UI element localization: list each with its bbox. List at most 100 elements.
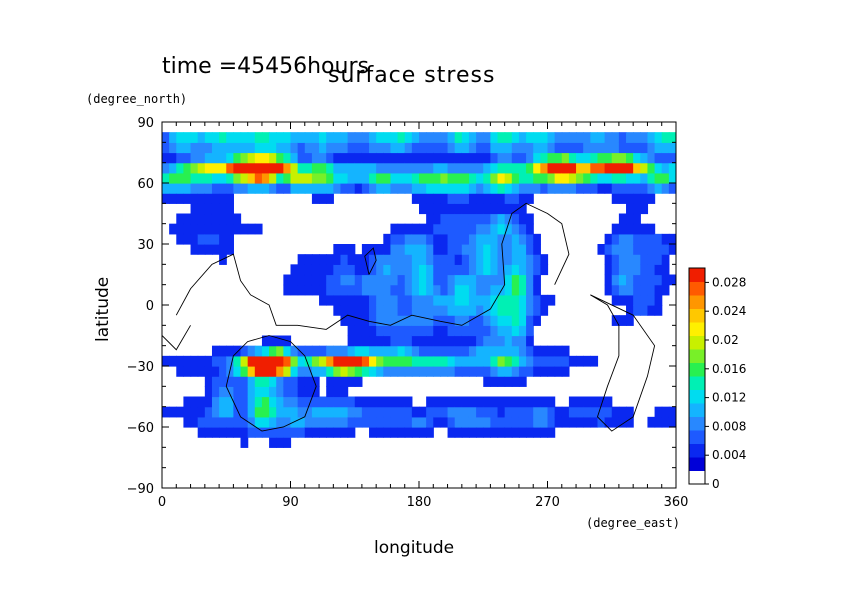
heat-cell [304, 406, 313, 418]
heat-cell [476, 274, 484, 286]
heat-cell [533, 366, 541, 377]
heat-cell [504, 284, 513, 296]
heat-cell [576, 396, 584, 408]
heat-cell [626, 254, 634, 265]
heat-cell [447, 345, 456, 357]
heat-cell [369, 427, 377, 438]
heat-cell [618, 244, 627, 255]
heat-cell [211, 233, 220, 245]
heat-cell [468, 132, 477, 143]
heat-cell [369, 345, 377, 357]
heat-cell [554, 152, 563, 164]
heat-cell [311, 132, 320, 143]
heat-cell [440, 294, 449, 306]
heat-cell [640, 274, 649, 286]
heat-cell [540, 254, 549, 265]
heat-cell [297, 406, 306, 418]
heat-cell [518, 325, 527, 337]
heat-cell [233, 162, 242, 174]
heat-cell [511, 213, 520, 225]
heat-cell [419, 254, 427, 265]
heat-cell [376, 284, 384, 296]
heat-cell [219, 162, 227, 174]
heat-cell [197, 183, 206, 194]
heat-cell [176, 142, 185, 154]
heat-cell [654, 406, 663, 418]
heat-cell [404, 305, 413, 316]
heat-cell [304, 355, 313, 367]
heat-cell [583, 416, 591, 428]
heat-cell [254, 183, 263, 194]
heat-cell [547, 406, 556, 418]
heat-cell [297, 264, 306, 276]
heat-cell [447, 213, 456, 225]
heat-cell [254, 345, 263, 357]
heat-cell [304, 396, 313, 408]
heat-cell [369, 132, 377, 143]
heat-cell [490, 213, 499, 225]
heat-cell [169, 183, 177, 194]
heat-cell [361, 183, 370, 194]
heat-cell [183, 233, 192, 245]
heat-cell [411, 305, 420, 316]
heat-cell [533, 305, 541, 316]
heat-cell [411, 366, 420, 377]
heat-cell [597, 406, 606, 418]
heat-cell [219, 406, 227, 418]
heat-cell [397, 142, 406, 154]
heat-cell [540, 162, 549, 174]
heat-cell [576, 142, 584, 154]
heat-cell [197, 427, 206, 438]
heat-cell [333, 152, 342, 164]
heat-cell [411, 264, 420, 276]
heat-cell [618, 213, 627, 225]
heat-cell [426, 274, 434, 286]
y-units: (degree_north) [86, 92, 187, 106]
heat-cell [247, 132, 256, 143]
heat-cell [369, 315, 377, 326]
heat-cell [426, 264, 434, 276]
heat-cell [497, 172, 506, 184]
colorbar-swatch [689, 295, 705, 309]
heat-cell [411, 355, 420, 367]
heat-cell [226, 142, 234, 154]
heat-cell [183, 132, 192, 143]
heat-cell [211, 376, 220, 387]
heat-cell [204, 223, 213, 235]
heat-cell [247, 223, 256, 235]
heat-cell [183, 142, 192, 154]
heat-cell [468, 142, 477, 154]
heat-cell [490, 152, 499, 164]
heat-cell [347, 335, 356, 347]
heat-cell [511, 427, 520, 438]
heat-cell [626, 305, 634, 316]
heat-cell [461, 152, 470, 164]
heat-cell [290, 274, 299, 286]
heat-cell [340, 183, 349, 194]
heat-cell [369, 416, 377, 428]
heat-cell [211, 345, 220, 357]
heat-cell [390, 366, 399, 377]
heat-cell [390, 172, 399, 184]
heat-cell [169, 223, 177, 235]
heat-cell [654, 233, 663, 245]
heat-cell [626, 193, 634, 204]
heat-cell [297, 376, 306, 387]
heat-cell [269, 162, 277, 174]
heat-cell [190, 142, 199, 154]
heat-cell [297, 427, 306, 438]
heat-cell [483, 284, 491, 296]
heat-cell [190, 162, 199, 174]
heat-cell [162, 142, 170, 154]
heat-cell [290, 386, 299, 398]
heat-cell [376, 172, 384, 184]
heat-cell [219, 132, 227, 143]
heat-cell [497, 264, 506, 276]
heat-cell [419, 244, 427, 255]
heat-cell [276, 386, 284, 398]
heat-cell [454, 305, 463, 316]
heat-cell [404, 223, 413, 235]
heat-cell [526, 284, 534, 296]
heat-cell [661, 406, 670, 418]
